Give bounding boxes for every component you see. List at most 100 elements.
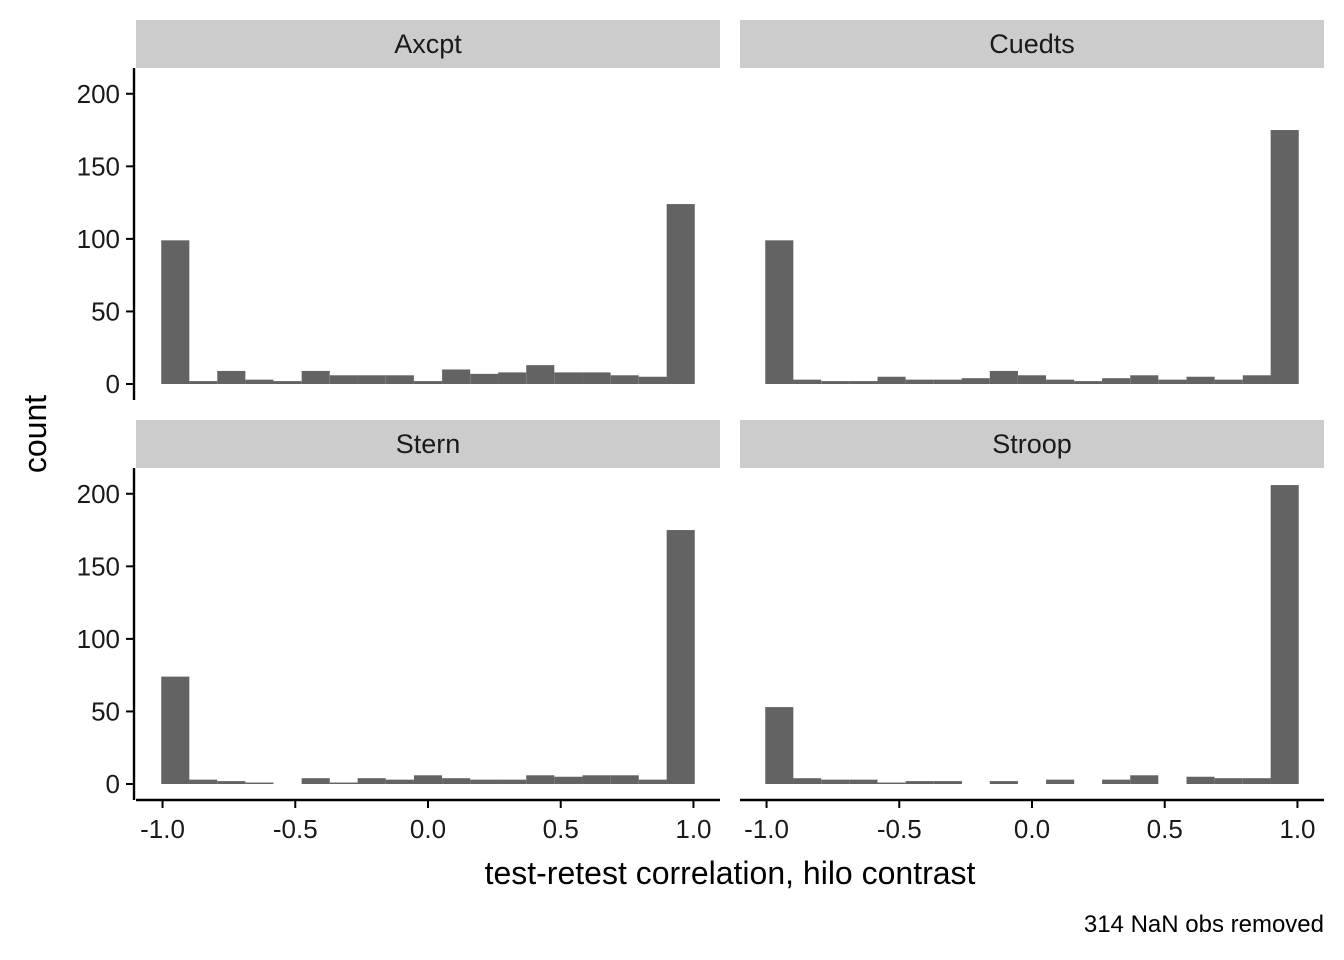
facet-strip <box>136 420 720 468</box>
histogram-bar <box>245 782 274 784</box>
histogram-bar <box>610 775 639 784</box>
x-tick-label: -0.5 <box>877 814 922 844</box>
facet-strip <box>740 20 1324 68</box>
histogram-bar <box>793 379 822 384</box>
histogram-bar <box>217 781 246 784</box>
y-tick-label: 0 <box>106 369 120 399</box>
histogram-bar <box>933 781 962 784</box>
histogram-bar <box>961 378 990 384</box>
histogram-bar <box>666 204 695 384</box>
facet-strip-label: Stroop <box>992 429 1072 459</box>
histogram-bar <box>526 775 555 784</box>
histogram-bar <box>1130 375 1159 384</box>
histogram-bar <box>765 707 794 784</box>
facet-strip <box>136 20 720 68</box>
histogram-bar <box>442 778 471 784</box>
histogram-bar <box>638 779 667 784</box>
histogram-bar <box>357 375 386 384</box>
x-tick-label: -1.0 <box>140 814 185 844</box>
histogram-bar <box>1214 379 1243 384</box>
facet-strip-label: Stern <box>396 429 461 459</box>
facet-strip-label: Cuedts <box>989 29 1075 59</box>
caption: 314 NaN obs removed <box>1084 911 1324 938</box>
histogram-bar <box>905 379 934 384</box>
histogram-bar <box>498 372 527 384</box>
histogram-bar <box>1017 375 1047 384</box>
x-tick-label: -1.0 <box>744 814 789 844</box>
histogram-bar <box>1270 130 1299 384</box>
histogram-bar <box>821 779 850 784</box>
histogram-bar <box>1046 379 1075 384</box>
histogram-bar <box>245 379 274 384</box>
histogram-bar <box>1270 485 1299 784</box>
histogram-bar <box>849 381 878 384</box>
histogram-bar <box>1074 381 1103 384</box>
facet-strip-label: Axcpt <box>394 29 462 59</box>
histogram-bar <box>189 381 218 384</box>
histogram-bar <box>1158 379 1187 384</box>
y-tick-label: 100 <box>77 224 120 254</box>
histogram-bar <box>793 778 822 784</box>
histogram-bar <box>413 775 443 784</box>
histogram-bar <box>301 370 330 384</box>
x-tick-label: 0.5 <box>1147 814 1183 844</box>
histogram-bar <box>638 376 667 384</box>
y-tick-label: 150 <box>77 551 120 581</box>
x-tick-label: 0.0 <box>410 814 446 844</box>
facet-axcpt: Axcpt 0 50 100 150 200 <box>77 20 720 400</box>
histogram-bar <box>1214 778 1243 784</box>
histogram-bar <box>217 370 246 384</box>
histogram-bar <box>498 779 527 784</box>
histogram-bar <box>610 375 639 384</box>
histogram-bar <box>1130 775 1159 784</box>
histogram-bar <box>821 381 850 384</box>
y-tick-label: 100 <box>77 624 120 654</box>
histogram-bar <box>470 373 499 384</box>
y-tick-label: 50 <box>91 296 120 326</box>
histogram-bar <box>1046 779 1075 784</box>
x-tick-label: -0.5 <box>273 814 318 844</box>
histogram-bar <box>301 778 330 784</box>
y-axis-title: count <box>17 395 53 473</box>
histogram-bar <box>385 375 414 384</box>
histogram-bar <box>877 376 906 384</box>
facet-stern: Stern 0 50 100 150 200 -1.0 -0.5 0.0 0.5 1.0 <box>77 420 720 844</box>
facet-cuedts: Cuedts <box>740 20 1324 384</box>
histogram-bar <box>933 379 962 384</box>
histogram-bar <box>582 775 611 784</box>
histogram-bar <box>189 779 218 784</box>
y-tick-label: 200 <box>77 79 120 109</box>
histogram-bar <box>329 375 358 384</box>
histogram-bar <box>554 776 583 784</box>
y-tick-label: 50 <box>91 696 120 726</box>
histogram-bar <box>989 781 1018 784</box>
histogram-bar <box>666 530 695 784</box>
y-tick-label: 150 <box>77 151 120 181</box>
y-tick-label: 0 <box>106 769 120 799</box>
histogram-bar <box>470 779 499 784</box>
histogram-bar <box>765 240 794 384</box>
histogram-bar <box>329 782 358 784</box>
histogram-bar <box>1186 376 1215 384</box>
histogram-bar <box>161 676 190 784</box>
x-axis-title: test-retest correlation, hilo contrast <box>485 855 976 891</box>
histogram-bar <box>526 365 555 384</box>
histogram-bar <box>1242 375 1271 384</box>
histogram-bar <box>582 372 611 384</box>
histogram-bar <box>905 781 934 784</box>
histogram-bar <box>554 372 583 384</box>
histogram-bar <box>989 370 1018 384</box>
histogram-bar <box>877 782 906 784</box>
facet-strip <box>740 420 1324 468</box>
facets-layer: Axcpt 0 50 100 150 200 Cuedts Stern 0 50 100 150 200… <box>77 20 1324 844</box>
histogram-bar <box>385 779 414 784</box>
x-tick-label: 0.0 <box>1014 814 1050 844</box>
histogram-bar <box>273 381 302 384</box>
histogram-bar <box>357 778 386 784</box>
histogram-bar <box>1242 778 1271 784</box>
histogram-bar <box>442 369 471 384</box>
histogram-bar <box>849 779 878 784</box>
histogram-bar <box>1186 776 1215 784</box>
histogram-bar <box>413 381 443 384</box>
